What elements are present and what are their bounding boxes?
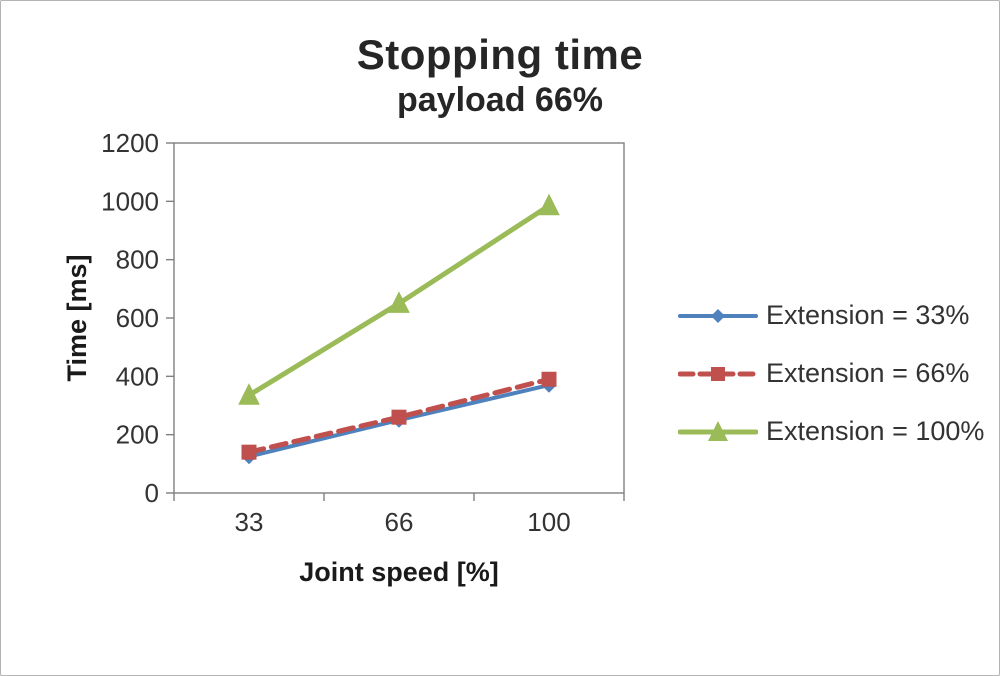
svg-text:1000: 1000 — [101, 186, 159, 216]
svg-text:0: 0 — [145, 478, 159, 508]
legend-sample-line — [678, 366, 758, 381]
svg-text:Time [ms]: Time [ms] — [62, 254, 92, 381]
svg-text:800: 800 — [116, 245, 159, 275]
svg-text:200: 200 — [116, 420, 159, 450]
legend-item: Extension = 33% — [678, 300, 984, 331]
svg-text:600: 600 — [116, 303, 159, 333]
svg-text:1200: 1200 — [101, 128, 159, 158]
legend-item: Extension = 66% — [678, 358, 984, 389]
svg-text:Joint speed [%]: Joint speed [%] — [299, 557, 499, 587]
legend-sample-line — [678, 420, 758, 441]
chart-subtitle: payload 66% — [397, 81, 603, 119]
chart-body: 0 200 400 600 800 1000 1200 33 66 100 Joint speed … — [1, 128, 999, 608]
legend: Extension = 33% Extension = 66% Extensio… — [678, 300, 984, 608]
legend-sample-line — [678, 308, 758, 323]
legend-label: Extension = 66% — [766, 358, 970, 388]
legend-label: Extension = 100% — [766, 416, 985, 446]
plot-wrap: 0 200 400 600 800 1000 1200 33 66 100 Joint speed … — [56, 128, 666, 608]
svg-text:100: 100 — [527, 507, 570, 537]
svg-text:400: 400 — [116, 361, 159, 391]
legend-item: Extension = 100% — [678, 416, 984, 447]
chart-title: Stopping time — [356, 31, 644, 78]
plot-area: 0 200 400 600 800 1000 1200 33 66 100 Joint speed … — [62, 128, 625, 587]
svg-text:66: 66 — [385, 507, 414, 537]
svg-text:33: 33 — [235, 507, 264, 537]
legend-label: Extension = 33% — [766, 300, 970, 330]
